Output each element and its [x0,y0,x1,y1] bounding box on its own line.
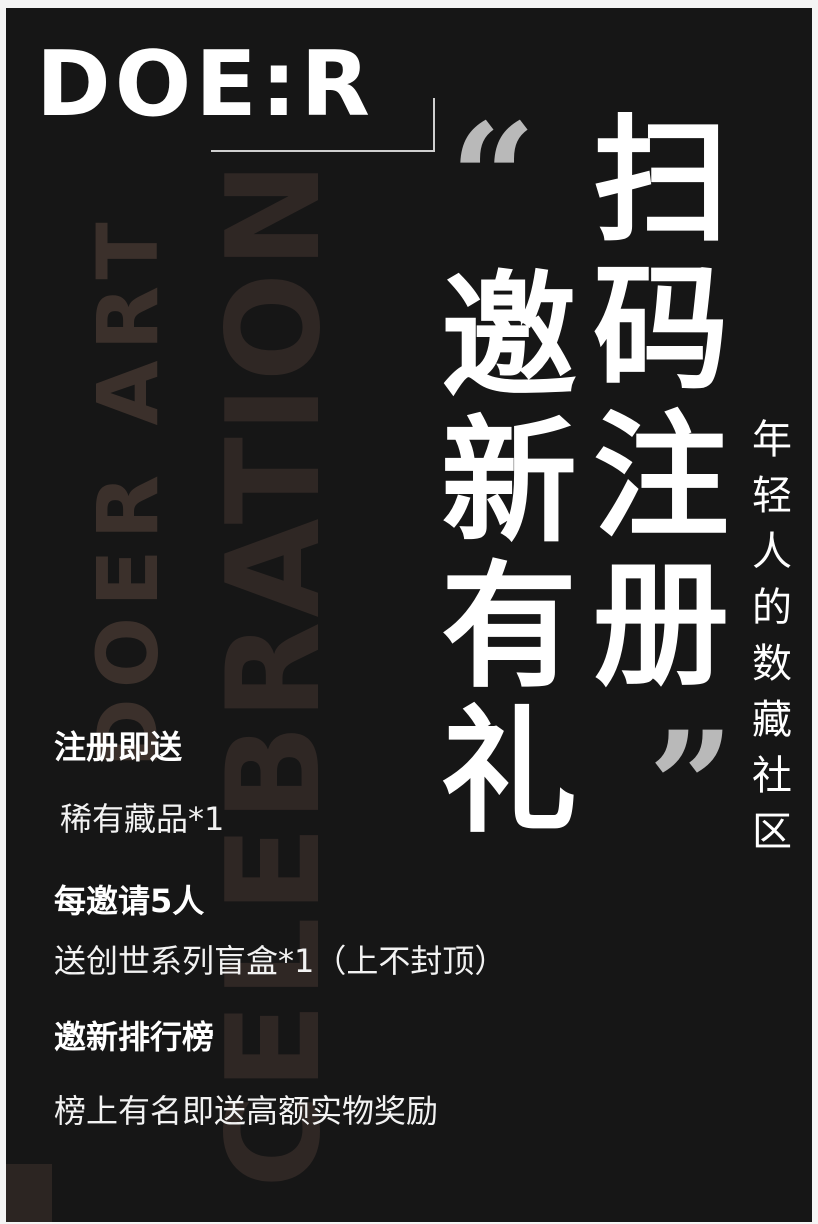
benefit-desc-invite: 送创世系列盲盒*1（上不封顶） [54,942,507,980]
poster: DOER ART CELEBRATION DOE:R “ ” 扫 码 注 册 邀… [6,8,812,1222]
open-quote-mark: “ [450,91,537,267]
watermark-doer-art: DOER ART [79,212,177,768]
slogan-char: 数 [752,641,792,687]
corner-decoration [6,1164,52,1222]
close-quote-mark: ” [648,699,735,875]
headline-char: 新 [441,404,577,562]
slogan-vertical: 年 轻 人 的 数 藏 社 区 [746,412,798,860]
headline-scan-register: 扫 码 注 册 [586,114,736,706]
slogan-char: 社 [752,753,792,799]
slogan-char: 的 [752,585,792,631]
logo-frame [211,98,435,152]
benefit-desc-leaderboard: 榜上有名即送高额实物奖励 [54,1092,439,1130]
slogan-char: 区 [752,809,792,855]
headline-invite-gift: 邀 新 有 礼 [434,270,584,850]
headline-char: 码 [593,251,729,409]
headline-char: 注 [593,399,729,557]
benefit-title-register: 注册即送 [54,728,183,766]
slogan-char: 年 [752,417,792,463]
headline-char: 有 [441,549,577,707]
headline-char: 扫 [593,103,729,261]
headline-char: 邀 [441,259,577,417]
logo: DOE:R [36,32,435,152]
benefit-desc-register: 稀有藏品*1 [60,800,225,838]
headline-char: 册 [593,547,729,705]
watermark-celebration: CELEBRATION [200,157,349,1189]
logo-text: DOE:R [36,32,374,137]
headline-char: 礼 [441,694,577,852]
benefit-title-invite: 每邀请5人 [54,882,205,920]
slogan-char: 人 [752,529,792,575]
slogan-char: 藏 [752,697,792,743]
benefit-title-leaderboard: 邀新排行榜 [54,1018,215,1056]
slogan-char: 轻 [752,473,792,519]
